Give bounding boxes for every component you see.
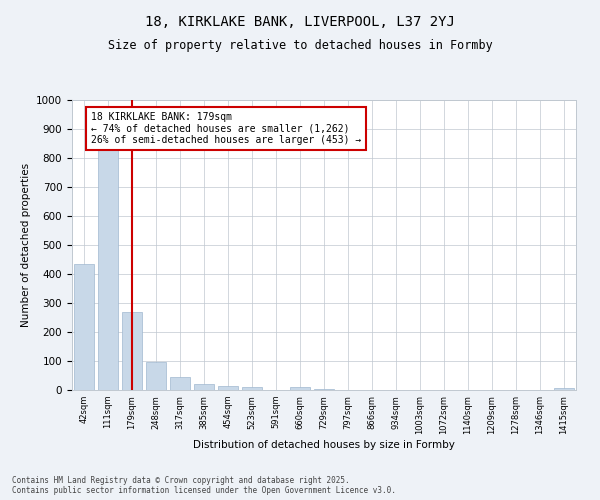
Bar bbox=[122, 312, 142, 390]
Bar bbox=[314, 389, 334, 390]
Bar bbox=[146, 362, 166, 390]
Text: 18, KIRKLAKE BANK, LIVERPOOL, L37 2YJ: 18, KIRKLAKE BANK, LIVERPOOL, L37 2YJ bbox=[145, 15, 455, 29]
Y-axis label: Number of detached properties: Number of detached properties bbox=[20, 163, 31, 327]
Bar bbox=[194, 384, 214, 390]
Bar bbox=[218, 386, 238, 390]
Bar bbox=[290, 387, 310, 390]
Text: Contains HM Land Registry data © Crown copyright and database right 2025.
Contai: Contains HM Land Registry data © Crown c… bbox=[12, 476, 396, 495]
X-axis label: Distribution of detached houses by size in Formby: Distribution of detached houses by size … bbox=[193, 440, 455, 450]
Bar bbox=[98, 148, 118, 390]
Bar bbox=[554, 388, 574, 390]
Bar bbox=[170, 377, 190, 390]
Bar bbox=[242, 388, 262, 390]
Text: Size of property relative to detached houses in Formby: Size of property relative to detached ho… bbox=[107, 39, 493, 52]
Bar bbox=[74, 264, 94, 390]
Text: 18 KIRKLAKE BANK: 179sqm
← 74% of detached houses are smaller (1,262)
26% of sem: 18 KIRKLAKE BANK: 179sqm ← 74% of detach… bbox=[91, 112, 361, 145]
